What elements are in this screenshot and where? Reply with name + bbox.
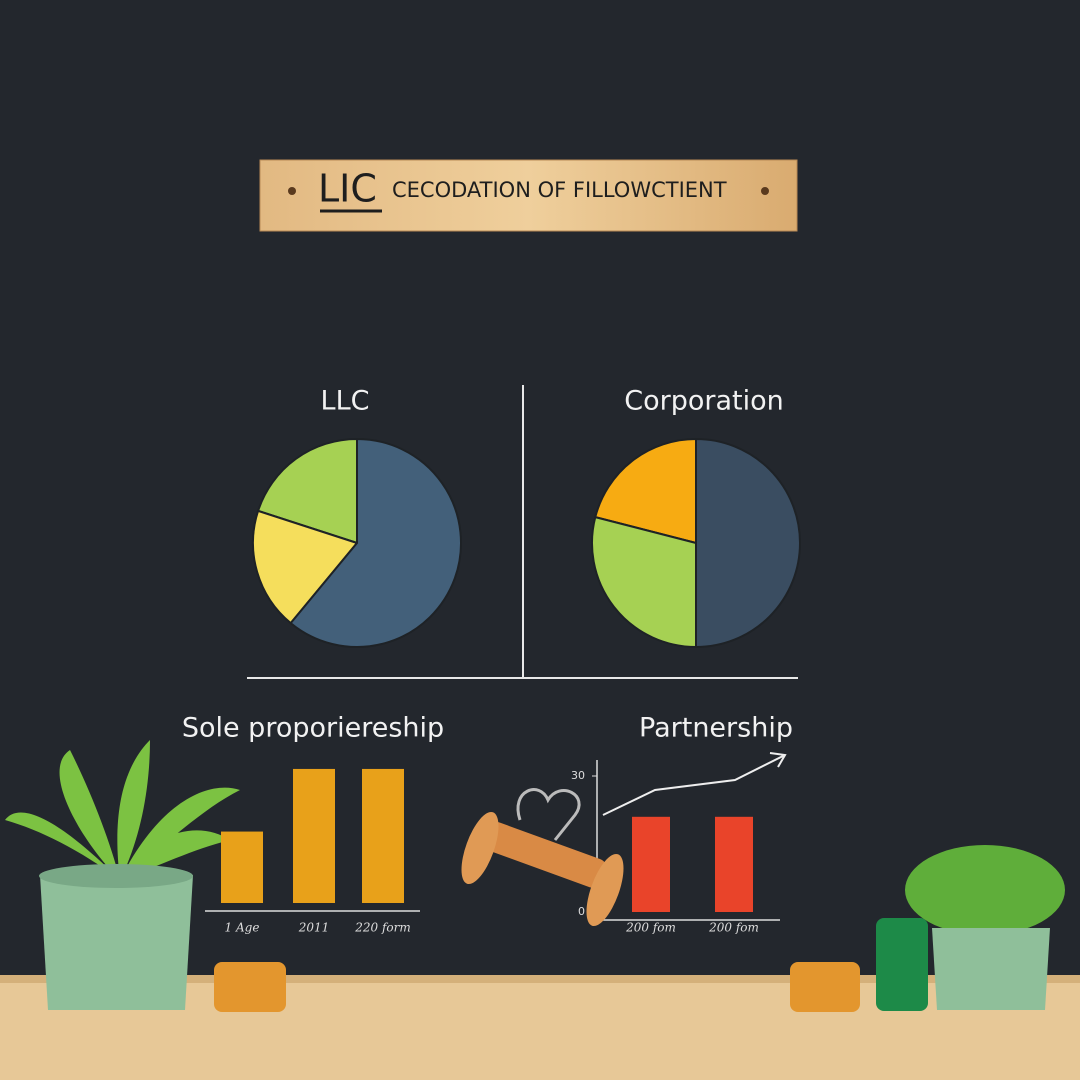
chart-title: Corporation — [624, 386, 784, 417]
chart-title: Partnership — [639, 713, 793, 744]
x-tick-label: 220 form — [354, 921, 411, 935]
bar — [293, 768, 335, 903]
sign-text: CECODATION OF FILLOWCTIENT — [392, 178, 727, 202]
pie-slice — [289, 437, 462, 648]
bar — [632, 816, 670, 912]
x-tick-label: 2011 — [298, 921, 330, 935]
wood-block — [790, 962, 860, 1012]
y-tick-label: 30 — [571, 769, 585, 782]
plant-left — [5, 740, 240, 1010]
wood-sign — [259, 159, 798, 232]
pie-slice — [252, 509, 359, 625]
bar — [715, 816, 753, 912]
pie-slice — [695, 437, 801, 649]
screw — [288, 187, 296, 195]
wood-block — [214, 962, 286, 1012]
y-tick-label: 0 — [578, 905, 585, 918]
table-edge — [0, 975, 1080, 983]
bar — [221, 831, 263, 903]
green-cup — [876, 918, 928, 1011]
pie-slice — [594, 437, 697, 545]
gavel — [461, 788, 624, 927]
screw — [761, 187, 769, 195]
plant-right — [905, 845, 1065, 1010]
sign-mark: LIC — [318, 167, 377, 211]
trend-arrow — [602, 752, 787, 816]
x-tick-label: 1 Age — [225, 921, 260, 935]
chart-title: LLC — [321, 386, 370, 417]
pie-slice — [256, 437, 358, 545]
bar — [362, 768, 404, 903]
pie-slice — [591, 515, 697, 649]
chart-title: Sole proporiereship — [182, 713, 444, 744]
x-tick-label: 200 fom — [708, 921, 759, 935]
x-tick-label: 200 fom — [625, 921, 676, 935]
